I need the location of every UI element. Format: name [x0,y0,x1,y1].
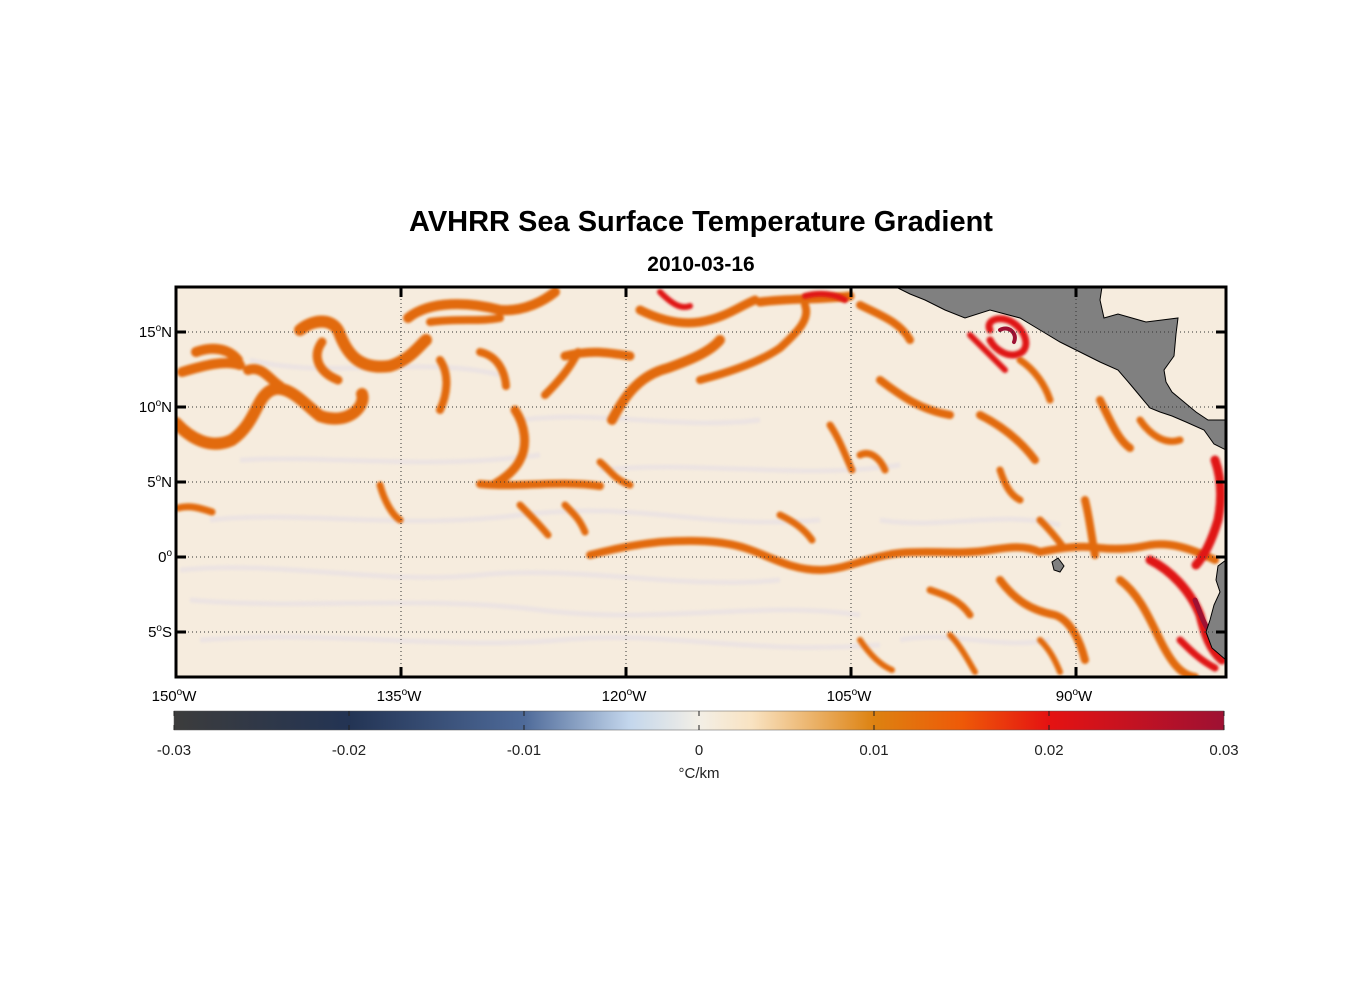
lat-tick-label: 15oN [139,323,172,341]
lat-tick-label: 0o [158,548,172,566]
axis-labels: 150oW 135oW 120oW 105oW 90oW 15oN 10oN 5oN 0o 5oS [139,323,1093,705]
lat-tick-label: 5oN [147,473,172,491]
lon-tick-label: 105oW [827,687,873,705]
lon-tick-label: 150oW [152,687,198,705]
thermal-fronts-medium [176,287,1219,677]
colorbar-unit-label: °C/km [679,765,720,782]
weak-gradient-texture [179,357,1061,650]
map-plot-area [176,287,1226,677]
colorbar-tick-label: 0.02 [1034,742,1063,759]
axis-ticks [174,287,1226,677]
map-title: AVHRR Sea Surface Temperature Gradient [409,206,993,238]
colorbar-ticks: -0.03 -0.02 -0.01 0 0.01 0.02 0.03 [157,711,1239,759]
lat-tick-label: 5oS [148,623,172,641]
lon-tick-label: 120oW [602,687,648,705]
lon-tick-label: 135oW [377,687,423,705]
colorbar-tick-label: 0.01 [859,742,888,759]
land-galapagos [1051,557,1065,573]
map-gridlines [176,287,1226,677]
lon-tick-label: 90oW [1056,687,1093,705]
colorbar-tick-label: 0.03 [1209,742,1238,759]
colorbar-tick-label: -0.03 [157,742,191,759]
lat-tick-label: 10oN [139,398,172,416]
colorbar-tick-label: 0 [695,742,703,759]
colorbar-tick-label: -0.02 [332,742,366,759]
map-subtitle: 2010-03-16 [647,253,755,276]
land-central-america [895,287,1226,451]
land-south-america [1205,559,1226,661]
colorbar-tick-label: -0.01 [507,742,541,759]
